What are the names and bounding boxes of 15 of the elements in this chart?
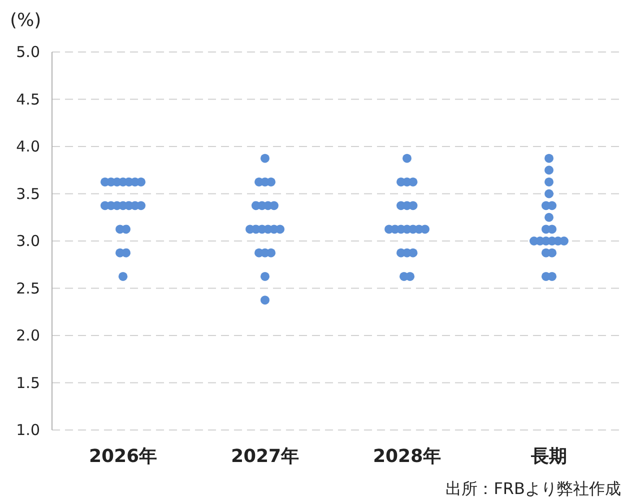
x-tick-label: 2026年 [88, 446, 158, 467]
y-tick-label: 4.0 [16, 138, 40, 156]
y-tick-label: 1.0 [16, 421, 40, 439]
y-tick-label: 3.0 [16, 232, 40, 250]
y-axis-title: (%) [10, 10, 42, 31]
text: 出所：FRBより弊社作成 [446, 479, 621, 498]
y-tick-label: 2.0 [16, 326, 40, 344]
y-tick-label: 1.5 [16, 374, 40, 392]
y-tick-label: 4.5 [16, 90, 40, 108]
x-tick-label: 長期 [530, 446, 567, 467]
x-tick-label: 2027年 [230, 446, 300, 467]
y-tick-label: 2.5 [16, 279, 40, 298]
y-tick-label: 5.0 [16, 43, 40, 61]
y-tick-label: 3.5 [16, 184, 40, 203]
x-tick-label: 2028年 [372, 446, 442, 467]
